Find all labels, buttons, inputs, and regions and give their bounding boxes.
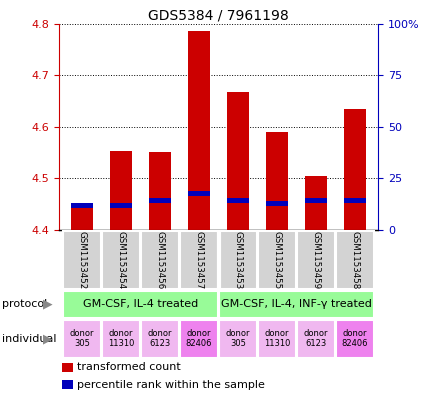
Bar bbox=[62, 320, 101, 358]
Text: donor
305: donor 305 bbox=[225, 329, 250, 349]
Bar bbox=[344, 109, 365, 230]
Text: donor
6123: donor 6123 bbox=[303, 329, 328, 349]
Text: donor
82406: donor 82406 bbox=[341, 329, 368, 349]
Bar bbox=[179, 231, 218, 289]
Bar bbox=[102, 231, 140, 289]
Text: donor
305: donor 305 bbox=[70, 329, 94, 349]
Bar bbox=[188, 191, 209, 196]
Text: percentile rank within the sample: percentile rank within the sample bbox=[77, 380, 265, 389]
Text: donor
11310: donor 11310 bbox=[108, 329, 134, 349]
Text: transformed count: transformed count bbox=[77, 362, 181, 372]
Text: GSM1153455: GSM1153455 bbox=[272, 231, 281, 289]
Bar bbox=[296, 320, 335, 358]
Bar bbox=[188, 31, 209, 230]
Text: GSM1153457: GSM1153457 bbox=[194, 231, 203, 289]
Bar bbox=[71, 203, 92, 208]
Bar bbox=[110, 203, 132, 208]
Bar bbox=[62, 363, 73, 371]
Text: protocol: protocol bbox=[2, 299, 47, 309]
Bar bbox=[335, 231, 374, 289]
Bar bbox=[71, 208, 92, 230]
Bar bbox=[62, 380, 73, 389]
Bar bbox=[62, 291, 218, 318]
Bar bbox=[141, 231, 179, 289]
Bar bbox=[335, 320, 374, 358]
Text: ▶: ▶ bbox=[43, 332, 52, 345]
Text: donor
6123: donor 6123 bbox=[148, 329, 172, 349]
Text: GSM1153456: GSM1153456 bbox=[155, 231, 164, 289]
Text: GSM1153452: GSM1153452 bbox=[77, 231, 86, 289]
Bar bbox=[179, 320, 218, 358]
Bar bbox=[218, 320, 257, 358]
Text: GSM1153453: GSM1153453 bbox=[233, 231, 242, 289]
Text: GM-CSF, IL-4, INF-γ treated: GM-CSF, IL-4, INF-γ treated bbox=[220, 299, 371, 309]
Text: donor
11310: donor 11310 bbox=[263, 329, 289, 349]
Bar bbox=[344, 198, 365, 203]
Bar bbox=[257, 231, 296, 289]
Text: donor
82406: donor 82406 bbox=[185, 329, 212, 349]
Bar bbox=[110, 151, 132, 230]
Bar bbox=[296, 231, 335, 289]
Text: GSM1153459: GSM1153459 bbox=[311, 231, 320, 289]
Text: individual: individual bbox=[2, 334, 56, 344]
Bar bbox=[266, 132, 287, 230]
Bar bbox=[218, 231, 257, 289]
Bar bbox=[227, 198, 248, 203]
Bar bbox=[102, 320, 140, 358]
Bar bbox=[62, 231, 101, 289]
Bar bbox=[305, 198, 326, 203]
Text: GSM1153458: GSM1153458 bbox=[350, 231, 359, 289]
Bar bbox=[257, 320, 296, 358]
Title: GDS5384 / 7961198: GDS5384 / 7961198 bbox=[148, 8, 288, 22]
Bar bbox=[218, 291, 374, 318]
Text: ▶: ▶ bbox=[43, 298, 52, 311]
Bar bbox=[305, 176, 326, 230]
Bar bbox=[141, 320, 179, 358]
Bar bbox=[149, 198, 171, 203]
Bar bbox=[149, 152, 171, 230]
Bar bbox=[266, 200, 287, 206]
Text: GSM1153454: GSM1153454 bbox=[116, 231, 125, 289]
Bar bbox=[227, 92, 248, 230]
Text: GM-CSF, IL-4 treated: GM-CSF, IL-4 treated bbox=[83, 299, 198, 309]
